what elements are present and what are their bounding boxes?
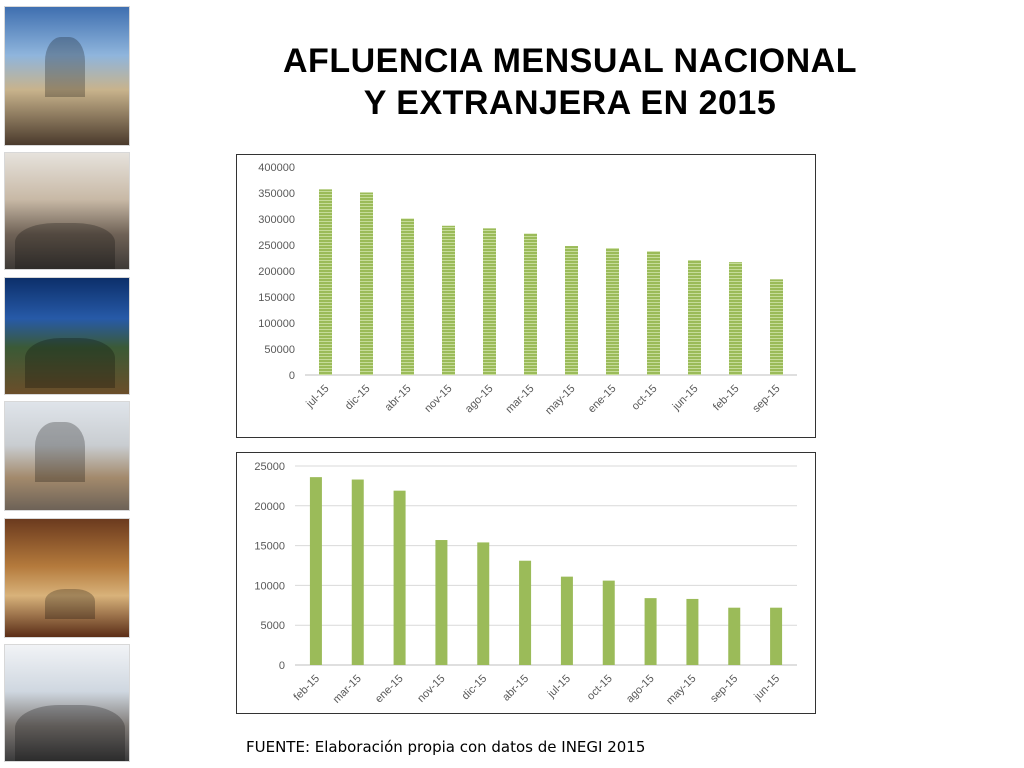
x-tick-label: mar-15 <box>503 383 536 416</box>
y-tick-label: 300000 <box>258 214 295 226</box>
bar <box>688 260 701 375</box>
page-title: AFLUENCIA MENSUAL NACIONAL Y EXTRANJERA … <box>150 40 990 124</box>
x-tick-label: abr-15 <box>500 673 531 704</box>
photo-night-terrace <box>4 277 130 395</box>
y-tick-label: 0 <box>279 660 285 672</box>
y-tick-label: 0 <box>289 370 295 382</box>
x-tick-label: nov-15 <box>422 383 454 415</box>
bar <box>524 233 537 375</box>
source-note: FUENTE: Elaboración propia con datos de … <box>246 738 646 756</box>
x-tick-label: oct-15 <box>585 673 615 703</box>
bar <box>602 580 615 665</box>
y-tick-label: 10000 <box>254 580 285 592</box>
x-tick-label: jun-15 <box>751 673 782 704</box>
photo-street-crowd <box>4 152 130 270</box>
bar <box>401 218 414 375</box>
x-tick-label: ago-15 <box>463 383 496 416</box>
bar <box>560 576 573 665</box>
x-tick-label: ene-15 <box>586 383 619 416</box>
title-line-2: Y EXTRANJERA EN 2015 <box>363 84 777 122</box>
bar <box>319 189 332 375</box>
y-tick-label: 20000 <box>254 501 285 513</box>
bar <box>442 225 455 375</box>
y-tick-label: 15000 <box>254 541 285 553</box>
bar <box>647 251 660 375</box>
bar <box>565 246 578 375</box>
y-tick-label: 200000 <box>258 266 295 278</box>
x-tick-label: jul-15 <box>545 673 573 701</box>
y-tick-label: 250000 <box>258 240 295 252</box>
y-tick-label: 100000 <box>258 318 295 330</box>
chart-foreign: 0 5000 10000 15000 20000 25000 feb-15 mar-15 ene… <box>236 452 816 714</box>
x-tick-label: feb-15 <box>291 673 322 704</box>
bar <box>435 540 448 665</box>
photo-hotel-room <box>4 518 130 638</box>
y-tick-label: 50000 <box>264 344 295 356</box>
x-tick-label: ago-15 <box>624 673 657 706</box>
x-tick-label: abr-15 <box>383 383 414 414</box>
x-tick-label: nov-15 <box>415 673 447 705</box>
y-tick-label: 400000 <box>258 162 295 174</box>
x-tick-label: oct-15 <box>630 383 660 413</box>
x-tick-label: sep-15 <box>750 383 782 415</box>
bar <box>644 598 657 665</box>
y-tick-label: 350000 <box>258 188 295 200</box>
bar <box>477 542 490 665</box>
bar <box>360 192 373 375</box>
bar <box>686 598 699 665</box>
bar <box>729 262 742 375</box>
bar <box>309 477 322 665</box>
bar <box>770 607 783 665</box>
photo-cathedral-people <box>4 6 130 146</box>
x-tick-label: ene-15 <box>373 673 406 706</box>
y-tick-label: 25000 <box>254 461 285 473</box>
x-tick-label: jun-15 <box>670 383 701 414</box>
y-tick-label: 5000 <box>261 620 285 632</box>
chart-national-svg: 0 50000 100000 150000 200000 250000 300000 3500… <box>258 162 797 417</box>
chart-national: 0 50000 100000 150000 200000 250000 300000 3500… <box>236 154 816 438</box>
bar <box>728 607 741 665</box>
bar <box>393 490 406 665</box>
x-tick-label: dic-15 <box>343 383 373 413</box>
x-tick-label: feb-15 <box>711 383 742 414</box>
bar <box>770 279 783 375</box>
bar <box>351 479 364 665</box>
photo-strip <box>0 0 136 768</box>
x-tick-label: mar-15 <box>331 673 364 706</box>
bar <box>519 560 532 665</box>
chart-foreign-svg: 0 5000 10000 15000 20000 25000 feb-15 mar-15 ene… <box>254 461 797 707</box>
x-tick-label: sep-15 <box>708 673 740 705</box>
photo-church-plaza <box>4 401 130 511</box>
x-tick-label: dic-15 <box>460 673 490 703</box>
y-tick-label: 150000 <box>258 292 295 304</box>
title-line-1: AFLUENCIA MENSUAL NACIONAL <box>283 42 857 80</box>
x-tick-label: may-15 <box>543 383 577 417</box>
bar <box>606 248 619 375</box>
x-tick-label: may-15 <box>664 673 698 707</box>
photo-airport-travelers <box>4 644 130 762</box>
bar <box>483 228 496 375</box>
x-tick-label: jul-15 <box>303 383 331 411</box>
